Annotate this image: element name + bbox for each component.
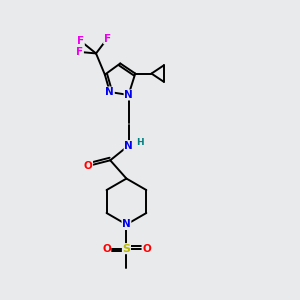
Text: F: F <box>77 36 84 46</box>
Text: O: O <box>142 244 151 254</box>
Text: N: N <box>124 141 133 151</box>
Text: N: N <box>122 220 131 230</box>
Text: F: F <box>76 47 83 57</box>
Text: O: O <box>102 244 111 254</box>
Text: F: F <box>104 34 111 44</box>
Text: N: N <box>106 87 114 97</box>
Text: S: S <box>122 244 130 254</box>
Text: O: O <box>84 160 92 171</box>
Text: H: H <box>136 138 143 147</box>
Text: N: N <box>124 90 133 100</box>
